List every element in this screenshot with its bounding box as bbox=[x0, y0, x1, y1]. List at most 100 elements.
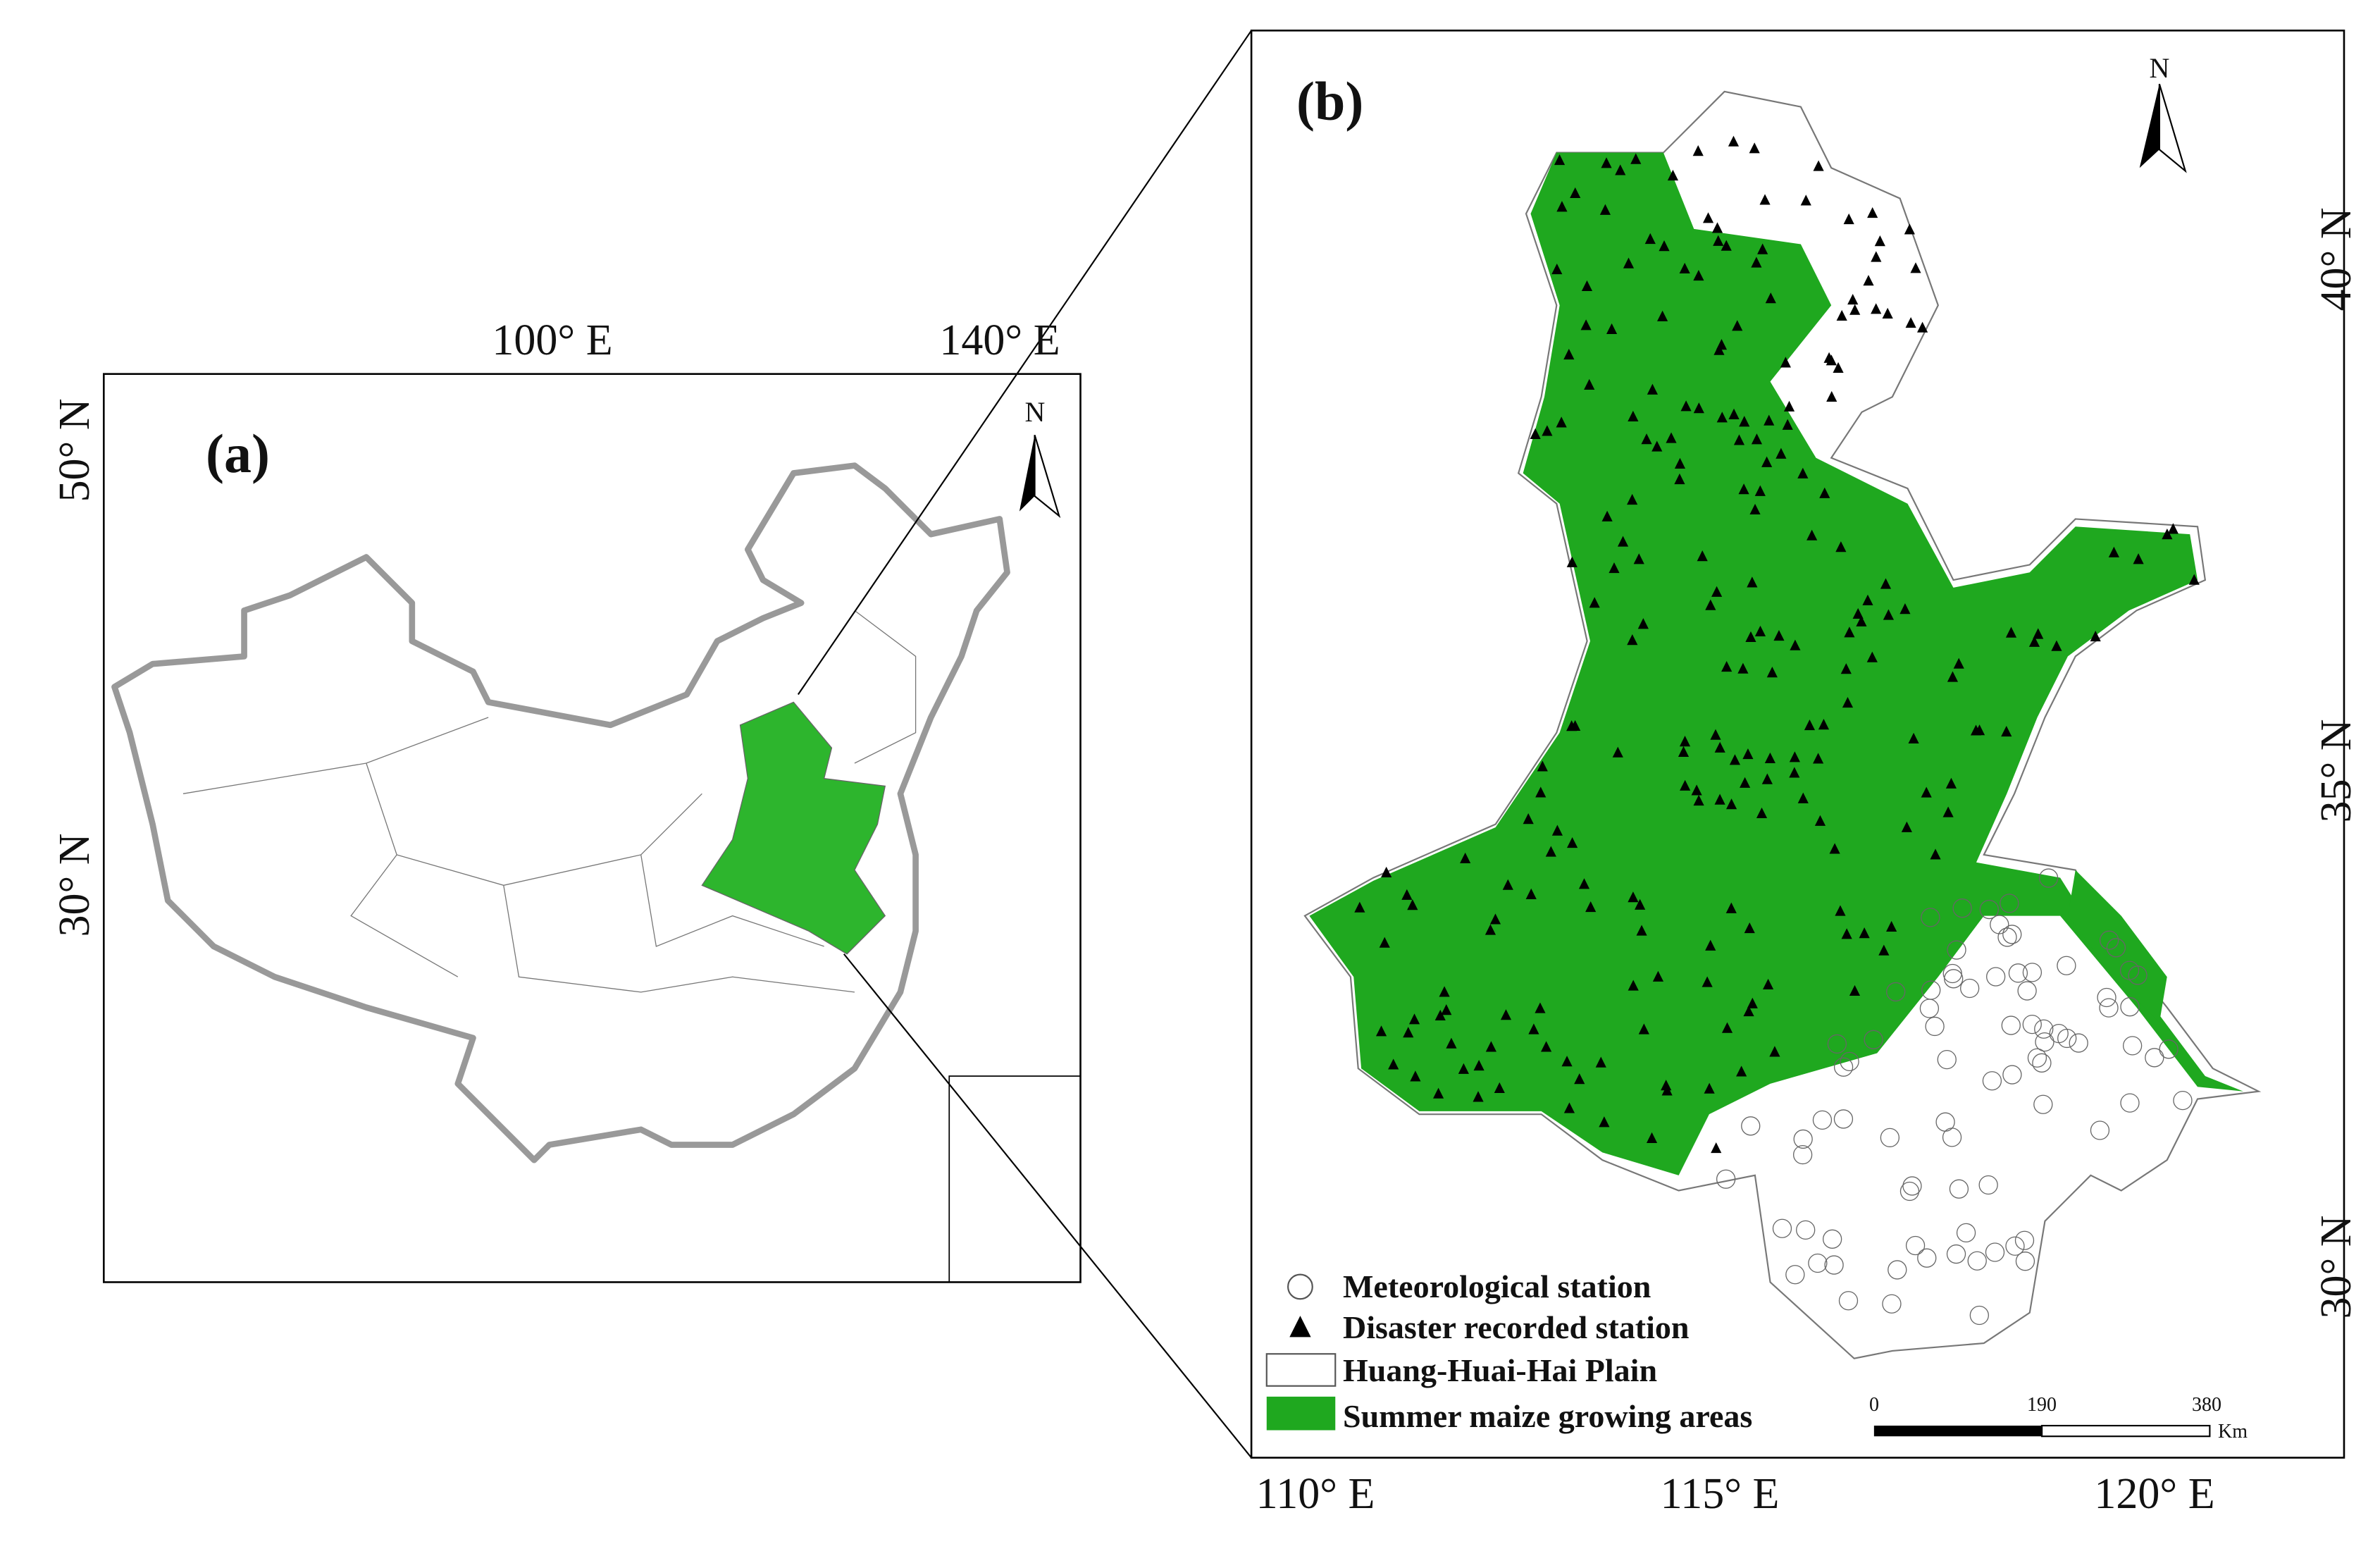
meteorological-station bbox=[2057, 1028, 2077, 1049]
disaster-station bbox=[1407, 899, 1418, 910]
disaster-station bbox=[1674, 457, 1686, 469]
disaster-station bbox=[1702, 212, 1714, 223]
disaster-station bbox=[1867, 206, 1878, 218]
meteorological-station bbox=[2002, 925, 2022, 944]
disaster-station bbox=[1883, 609, 1894, 620]
legend-label: Meteorological station bbox=[1343, 1268, 1651, 1304]
disaster-station bbox=[1775, 447, 1787, 459]
disaster-station bbox=[1637, 618, 1649, 629]
disaster-station bbox=[1525, 888, 1537, 899]
disaster-station bbox=[1736, 1066, 1747, 1077]
disaster-station bbox=[1691, 784, 1702, 796]
disaster-station bbox=[1581, 280, 1593, 291]
disaster-station bbox=[2005, 626, 2017, 638]
meteorological-station bbox=[2159, 1039, 2178, 1059]
disaster-station bbox=[1530, 428, 1541, 439]
meteorological-station bbox=[2000, 894, 2019, 913]
disaster-station bbox=[1693, 270, 1704, 281]
meteorological-station bbox=[2122, 1036, 2143, 1056]
legend-label: Summer maize growing areas bbox=[1343, 1398, 1752, 1434]
scale-tick: 190 bbox=[2027, 1394, 2057, 1416]
meteorological-station bbox=[1997, 927, 2017, 947]
meteorological-station bbox=[1899, 1181, 1920, 1202]
disaster-station bbox=[1434, 1009, 1446, 1020]
disaster-station bbox=[1570, 187, 1581, 199]
meteorological-station bbox=[2173, 1090, 2193, 1111]
meteorological-station bbox=[2008, 963, 2028, 983]
disaster-station bbox=[1561, 1056, 1573, 1067]
disaster-station bbox=[1702, 976, 1713, 987]
north-label: N bbox=[2150, 52, 2170, 84]
meteorological-station bbox=[1979, 899, 1999, 920]
meteorological-station bbox=[1990, 915, 2009, 934]
north-arrow bbox=[1019, 435, 1035, 512]
disaster-station bbox=[1666, 432, 1677, 443]
disaster-station bbox=[1783, 400, 1795, 412]
disaster-station bbox=[1551, 825, 1563, 836]
x-coord-label: 120° E bbox=[2094, 1470, 2214, 1518]
meteorological-station bbox=[1952, 898, 1972, 918]
disaster-station bbox=[1711, 222, 1723, 233]
disaster-station bbox=[1609, 562, 1620, 574]
meteorological-station bbox=[1969, 1305, 1989, 1326]
disaster-station bbox=[1797, 792, 1809, 803]
meteorological-station bbox=[1785, 1265, 1805, 1285]
disaster-station bbox=[1502, 879, 1513, 890]
disaster-station bbox=[1589, 597, 1600, 608]
disaster-station bbox=[1763, 978, 1774, 989]
scale-bar bbox=[1873, 1426, 2043, 1437]
disaster-station bbox=[1849, 984, 1861, 996]
meteorological-station bbox=[2100, 930, 2119, 950]
disaster-station bbox=[1856, 615, 1867, 626]
disaster-station bbox=[1485, 924, 1496, 935]
disaster-station bbox=[1659, 240, 1670, 252]
disaster-station bbox=[1563, 348, 1575, 360]
legend-label: Huang-Huai-Hai Plain bbox=[1343, 1352, 1657, 1388]
disaster-station bbox=[2133, 553, 2144, 564]
disaster-station bbox=[1615, 164, 1626, 175]
meteorological-station bbox=[1840, 1051, 1859, 1072]
disaster-station bbox=[1704, 1082, 1715, 1094]
disaster-station bbox=[1500, 1009, 1512, 1020]
disaster-station bbox=[1747, 997, 1758, 1008]
meteorological-station bbox=[1827, 1034, 1847, 1054]
disaster-station bbox=[1835, 541, 1847, 552]
disaster-station bbox=[1973, 724, 1985, 736]
disaster-station bbox=[1740, 777, 1751, 788]
meteorological-station bbox=[2128, 965, 2147, 985]
scale-tick: 380 bbox=[2192, 1394, 2221, 1416]
meteorological-station bbox=[2145, 1048, 2164, 1068]
meteorological-station bbox=[1823, 1229, 1842, 1249]
meteorological-station bbox=[1812, 1110, 1833, 1130]
disaster-station bbox=[1714, 741, 1725, 753]
meteorological-station bbox=[2022, 1015, 2042, 1035]
panel-label: (b) bbox=[1296, 70, 1363, 132]
disaster-station bbox=[1754, 625, 1766, 636]
meteorological-station bbox=[2014, 1230, 2035, 1250]
meteorological-station bbox=[1917, 1248, 1937, 1268]
meteorological-station bbox=[1937, 1049, 1957, 1070]
disaster-station bbox=[2108, 546, 2119, 557]
disaster-station bbox=[1818, 719, 1830, 730]
disaster-station bbox=[1646, 1132, 1658, 1143]
disaster-station bbox=[1375, 1025, 1387, 1037]
disaster-station bbox=[1628, 891, 1639, 903]
disaster-station bbox=[1439, 986, 1450, 997]
disaster-station bbox=[1725, 798, 1737, 810]
disaster-station bbox=[1835, 905, 1846, 916]
disaster-station bbox=[1921, 786, 1932, 798]
disaster-station bbox=[2051, 640, 2062, 651]
legend-triangle bbox=[1289, 1316, 1311, 1338]
disaster-station bbox=[1847, 293, 1859, 305]
x-coord-label: 110° E bbox=[1256, 1470, 1375, 1518]
disaster-station bbox=[2188, 574, 2200, 585]
disaster-station bbox=[1729, 754, 1741, 765]
disaster-station bbox=[1379, 937, 1390, 948]
disaster-station bbox=[1542, 425, 1553, 436]
disaster-station bbox=[1551, 264, 1563, 275]
y-coord-label: 40° N bbox=[2312, 207, 2360, 311]
disaster-station bbox=[1749, 503, 1761, 515]
disaster-station bbox=[1738, 483, 1749, 495]
disaster-station bbox=[1754, 485, 1766, 496]
disaster-station bbox=[1751, 433, 1763, 445]
